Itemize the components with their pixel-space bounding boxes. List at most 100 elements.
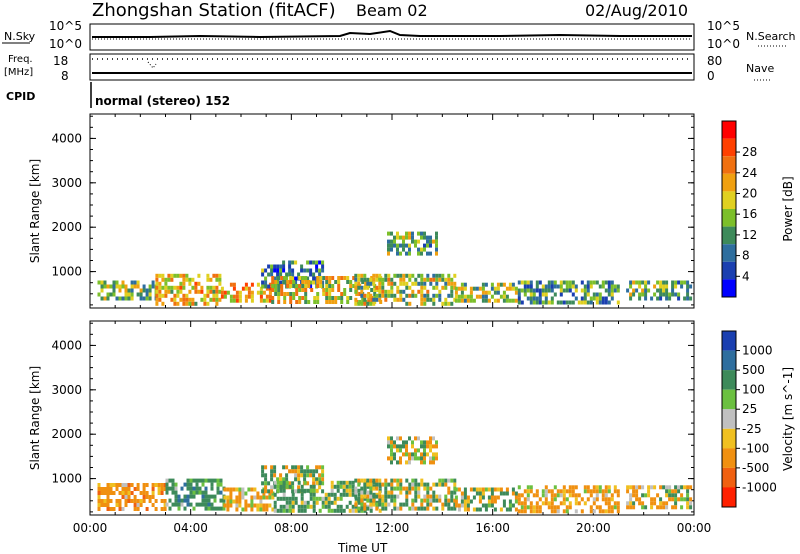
range-gate-cell [644, 288, 648, 293]
range-gate-cell [312, 469, 316, 474]
range-gate-cell [185, 301, 189, 306]
range-gate-cell [674, 505, 678, 510]
range-gate-cell [328, 288, 332, 292]
range-gate-cell [303, 480, 307, 485]
range-gate-cell [541, 288, 545, 293]
range-gate-cell [106, 491, 110, 495]
range-gate-cell [447, 277, 451, 282]
range-gate-cell [198, 478, 202, 483]
range-gate-cell [553, 292, 557, 297]
range-gate-cell [517, 493, 521, 498]
range-gate-cell [288, 268, 292, 273]
range-gate-cell [408, 247, 411, 252]
range-gate-cell [550, 284, 554, 289]
range-gate-cell [589, 489, 593, 494]
range-gate-cell [210, 494, 214, 499]
range-gate-cell [595, 296, 599, 301]
colorbar-swatch [722, 409, 736, 429]
range-gate-cell [192, 490, 196, 495]
range-gate-cell [469, 499, 473, 504]
range-gate-cell [303, 473, 307, 478]
range-gate-cell [429, 239, 432, 244]
range-gate-cell [532, 505, 536, 510]
range-gate-cell [626, 288, 630, 293]
range-gate-cell [357, 488, 361, 493]
range-gate-cell [118, 284, 122, 289]
range-gate-cell [276, 496, 280, 501]
colorbar-swatch [722, 279, 736, 297]
range-gate-cell [381, 502, 385, 507]
range-gate-cell [186, 498, 190, 503]
range-gate-cell [393, 297, 397, 302]
range-gate-cell [370, 288, 374, 292]
range-gate-cell [118, 483, 122, 487]
range-gate-cell [372, 273, 376, 278]
range-gate-cell [490, 294, 494, 299]
range-gate-cell [447, 273, 451, 278]
nsky-trace [92, 29, 692, 39]
range-gate-cell [541, 501, 545, 506]
range-gate-cell [526, 280, 530, 285]
range-gate-cell [384, 293, 388, 298]
range-gate-cell [662, 485, 666, 490]
range-gate-cell [387, 243, 390, 248]
range-gate-cell [97, 292, 101, 297]
range-gate-cell [523, 509, 527, 514]
range-gate-cell [378, 490, 382, 495]
range-gate-cell [354, 297, 358, 302]
range-gate-cell [170, 285, 174, 290]
range-gate-cell [583, 501, 587, 506]
range-gate-cell [475, 507, 479, 512]
range-gate-cell [168, 478, 172, 483]
range-gate-cell [559, 501, 563, 506]
range-gate-cell [142, 495, 146, 499]
range-gate-cell [381, 289, 385, 294]
range-gate-cell [583, 284, 587, 289]
range-gate-cell [396, 231, 399, 236]
range-gate-cell [393, 239, 396, 244]
range-gate-cell [390, 452, 393, 457]
range-gate-cell [115, 503, 119, 507]
range-gate-cell [109, 284, 113, 289]
range-gate-cell [369, 494, 373, 499]
range-gate-cell [304, 284, 308, 288]
range-gate-cell [267, 284, 271, 289]
range-gate-cell [363, 285, 367, 290]
range-gate-cell [556, 505, 560, 510]
range-gate-cell [165, 482, 169, 487]
y-tick-label: 4000 [51, 338, 82, 352]
range-gate-cell [189, 486, 193, 491]
range-gate-cell [674, 493, 678, 498]
range-gate-cell [550, 505, 554, 510]
range-gate-cell [668, 485, 672, 490]
range-gate-cell [544, 284, 548, 289]
range-gate-cell [145, 292, 149, 297]
range-gate-cell [420, 297, 424, 302]
range-gate-cell [250, 507, 254, 512]
range-gate-cell [271, 280, 275, 284]
range-gate-cell [665, 292, 669, 297]
range-gate-cell [405, 460, 408, 465]
range-gate-cell [212, 285, 216, 290]
range-gate-cell [586, 280, 590, 285]
nave-tick-top: 80 [707, 54, 722, 68]
range-gate-cell [454, 298, 458, 303]
range-gate-cell [689, 497, 693, 502]
range-gate-cell [393, 273, 397, 278]
range-gate-cell [435, 440, 438, 445]
range-gate-cell [312, 272, 316, 277]
range-gate-cell [423, 277, 427, 282]
range-gate-cell [432, 239, 435, 244]
range-gate-cell [447, 486, 451, 491]
range-gate-cell [402, 297, 406, 302]
range-gate-cell [127, 487, 131, 491]
range-gate-cell [601, 284, 605, 289]
range-gate-cell [387, 289, 391, 294]
range-gate-cell [321, 500, 325, 505]
range-gate-cell [466, 499, 470, 504]
range-gate-cell [318, 477, 322, 482]
range-gate-cell [562, 489, 566, 494]
range-gate-cell [453, 482, 457, 487]
range-gate-cell [222, 506, 226, 511]
range-gate-cell [369, 490, 373, 495]
